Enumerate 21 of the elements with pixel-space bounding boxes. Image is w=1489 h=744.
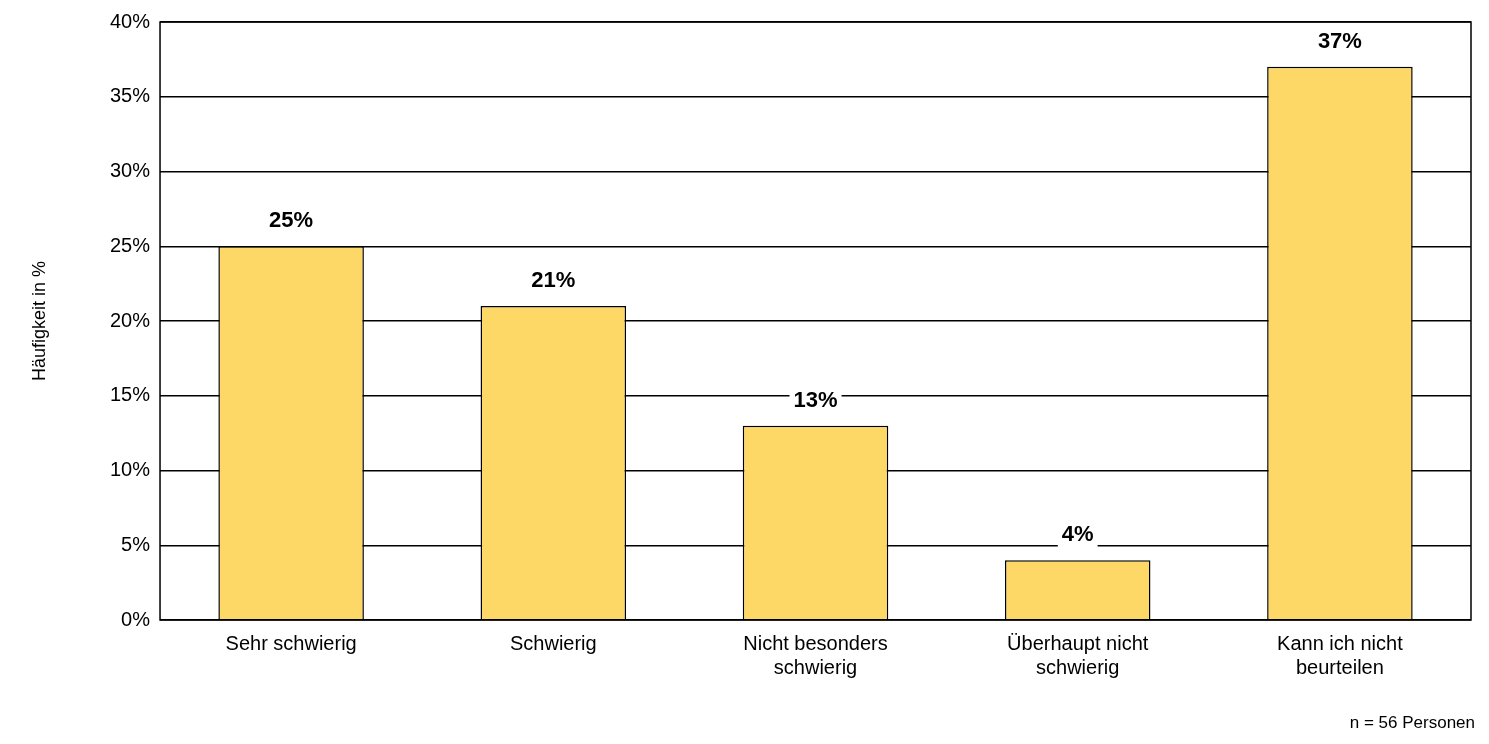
x-tick-label: Sehr schwierig — [225, 631, 357, 654]
x-tick-label: Kann ich nicht beurteilen — [1277, 631, 1404, 678]
x-tick-label: Überhaupt nicht schwierig — [1007, 631, 1149, 678]
y-tick-label: 35% — [110, 84, 151, 107]
x-tick-label: Nicht besonders schwierig — [743, 631, 888, 678]
y-tick-label: 40% — [110, 9, 151, 32]
y-tick-label: 25% — [110, 233, 151, 256]
y-axis-title: Häufigkeit in % — [28, 260, 49, 382]
data-label: 25% — [269, 207, 314, 233]
y-tick-label: 5% — [121, 532, 151, 555]
data-label: 4% — [1061, 521, 1094, 547]
y-tick-label: 0% — [121, 607, 151, 630]
y-tick-label: 15% — [110, 383, 151, 406]
y-tick-label: 20% — [110, 308, 151, 331]
data-label: 13% — [793, 386, 838, 412]
data-label: 37% — [1317, 27, 1362, 53]
y-tick-label: 10% — [110, 458, 151, 481]
data-label: 21% — [531, 267, 576, 293]
y-tick-label: 30% — [110, 159, 151, 182]
x-tick-label: Schwierig — [509, 631, 597, 654]
text: n = 56 Personen — [1349, 713, 1475, 733]
